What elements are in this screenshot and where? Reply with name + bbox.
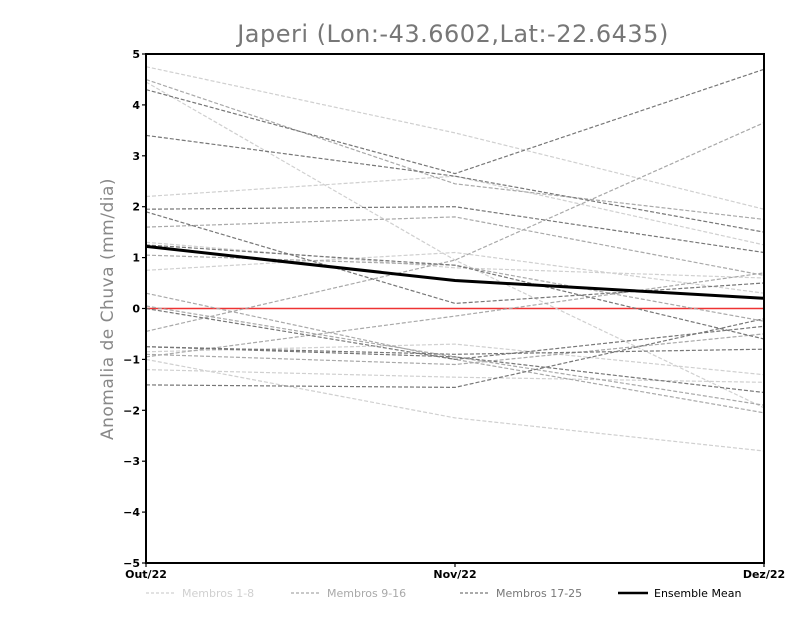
member-line <box>145 292 765 414</box>
y-tick-label: 5 <box>132 48 140 61</box>
member-line <box>145 244 765 340</box>
member-line <box>145 241 765 279</box>
member-line <box>145 305 765 406</box>
member-line <box>145 66 765 210</box>
member-line <box>145 333 765 366</box>
legend-label: Ensemble Mean <box>654 587 741 600</box>
legend-label: Membros 9-16 <box>327 587 406 600</box>
plot-area: −5 −4 −3 −2 −1 0 1 2 3 4 5 Out/22 Nov/22 Dez/22 <box>123 48 785 581</box>
chart-title: Japeri (Lon:-43.6602,Lat:-22.6435) <box>235 20 669 48</box>
member-line <box>145 216 765 276</box>
member-line <box>145 211 765 305</box>
member-line <box>145 175 765 246</box>
member-line <box>145 307 765 361</box>
y-tick-label: 0 <box>132 303 140 316</box>
x-tick-label: Dez/22 <box>743 568 785 581</box>
legend-label: Membros 17-25 <box>496 587 582 600</box>
y-tick-label: 2 <box>132 201 140 214</box>
member-line <box>145 251 765 294</box>
member-line <box>145 78 765 220</box>
member-line <box>145 369 765 383</box>
member-line <box>145 358 765 452</box>
x-tick-label: Out/22 <box>125 568 167 581</box>
member-line <box>145 346 765 394</box>
y-tick-label: −5 <box>123 557 140 570</box>
member-line <box>145 346 765 355</box>
member-line <box>145 134 765 233</box>
y-tick-label: 3 <box>132 150 140 163</box>
y-tick-label: −1 <box>123 353 140 366</box>
ensemble-mean-line <box>145 244 765 300</box>
y-tick-label: −2 <box>123 404 140 417</box>
member-line <box>145 206 765 254</box>
member-line <box>145 272 765 358</box>
y-tick-label: −4 <box>123 506 140 519</box>
member-line <box>145 122 765 332</box>
y-tick-label: 4 <box>132 99 140 112</box>
member-line <box>145 81 765 409</box>
y-tick-label: 1 <box>132 252 140 265</box>
legend: Membros 1-8 Membros 9-16 Membros 17-25 Ense… <box>146 587 741 600</box>
member-line <box>145 318 765 389</box>
y-tick-label: −3 <box>123 455 140 468</box>
y-axis-label: Anomalia de Chuva (mm/dia) <box>98 178 118 440</box>
x-tick-label: Nov/22 <box>433 568 476 581</box>
member-line <box>145 68 765 175</box>
legend-label: Membros 1-8 <box>182 587 254 600</box>
